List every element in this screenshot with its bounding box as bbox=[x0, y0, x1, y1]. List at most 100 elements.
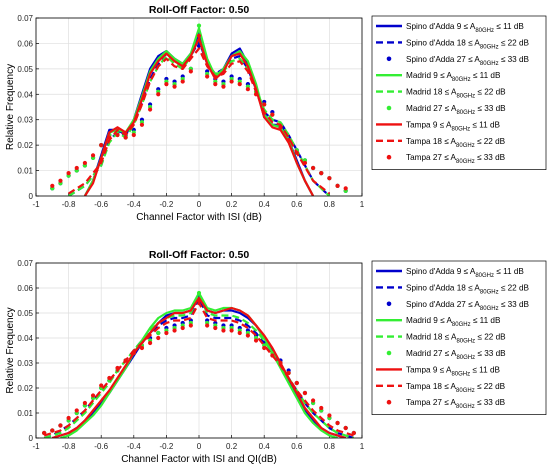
data-point bbox=[270, 353, 275, 358]
y-tick-label: 0.02 bbox=[17, 141, 33, 150]
legend-entry: Tampa 27 ≤ A80GHz ≤ 33 dB bbox=[386, 153, 506, 165]
chart-title: Roll-Off Factor: 0.50 bbox=[149, 4, 250, 16]
data-point bbox=[156, 92, 161, 97]
data-point bbox=[245, 87, 250, 92]
data-point bbox=[148, 107, 153, 112]
data-point bbox=[74, 408, 79, 413]
x-axis-label: Channel Factor with ISI (dB) bbox=[136, 212, 262, 223]
data-point bbox=[139, 122, 145, 127]
legend-entry: Spino d'Adda 27 ≤ A80GHz ≤ 33 dB bbox=[386, 55, 530, 67]
axes-box bbox=[35, 17, 363, 197]
x-tick-label: -0.4 bbox=[127, 200, 141, 209]
data-point bbox=[221, 84, 226, 89]
legend-marker bbox=[386, 154, 392, 160]
data-point bbox=[237, 330, 242, 336]
legend-entry: Madrid 27 ≤ A80GHz ≤ 33 dB bbox=[386, 104, 506, 116]
data-point bbox=[58, 178, 63, 183]
data-point bbox=[50, 183, 55, 188]
legend-entry: Tampa 9 ≤ A80GHz ≤ 11 dB bbox=[376, 120, 501, 132]
legend-entry: Madrid 27 ≤ A80GHz ≤ 33 dB bbox=[386, 349, 506, 361]
data-point bbox=[294, 150, 299, 155]
data-point bbox=[196, 290, 202, 296]
series-line bbox=[43, 301, 355, 437]
data-point bbox=[343, 186, 348, 191]
data-point bbox=[58, 423, 63, 428]
data-point bbox=[42, 430, 47, 436]
x-tick-label: 0 bbox=[197, 442, 202, 451]
legend-entry: Tampa 27 ≤ A80GHz ≤ 33 dB bbox=[386, 398, 506, 410]
x-tick-label: 0.8 bbox=[324, 442, 336, 451]
y-tick-label: 0.07 bbox=[17, 14, 33, 23]
data-point bbox=[82, 400, 87, 406]
data-point bbox=[302, 160, 308, 166]
series-line bbox=[83, 37, 315, 196]
x-tick-label: -0.8 bbox=[62, 442, 76, 451]
legend-label: Madrid 18 ≤ A80GHz ≤ 22 dB bbox=[406, 88, 506, 100]
data-point bbox=[237, 82, 242, 87]
legend-entry: Tampa 18 ≤ A80GHz ≤ 22 dB bbox=[376, 137, 506, 149]
legend-label: Spino d'Adda 9 ≤ A80GHz ≤ 11 dB bbox=[406, 22, 524, 34]
legend-entry: Tampa 9 ≤ A80GHz ≤ 11 dB bbox=[376, 365, 501, 377]
data-point bbox=[172, 84, 177, 89]
data-point bbox=[196, 33, 202, 38]
y-tick-label: 0 bbox=[29, 434, 34, 443]
data-point bbox=[213, 82, 218, 87]
x-tick-label: 0.2 bbox=[226, 200, 238, 209]
legend-label: Tampa 18 ≤ A80GHz ≤ 22 dB bbox=[406, 137, 506, 149]
y-tick-label: 0.01 bbox=[17, 409, 33, 418]
data-point bbox=[188, 69, 193, 74]
legend-marker bbox=[386, 350, 392, 356]
y-tick-label: 0.03 bbox=[17, 359, 33, 368]
x-tick-label: -1 bbox=[32, 442, 40, 451]
data-point bbox=[335, 420, 340, 426]
data-point bbox=[229, 328, 234, 333]
data-point bbox=[327, 176, 332, 181]
data-point bbox=[294, 380, 299, 386]
legend-entry: Spino d'Adda 9 ≤ A80GHz ≤ 11 dB bbox=[376, 22, 524, 34]
series-layer bbox=[42, 290, 356, 438]
legend-label: Madrid 9 ≤ A80GHz ≤ 11 dB bbox=[406, 316, 501, 328]
series-line bbox=[68, 37, 331, 196]
legend-label: Tampa 27 ≤ A80GHz ≤ 33 dB bbox=[406, 398, 506, 410]
data-point bbox=[327, 413, 332, 418]
data-point bbox=[205, 74, 210, 79]
data-point bbox=[351, 430, 356, 436]
data-point bbox=[221, 328, 226, 333]
legend-label: Tampa 18 ≤ A80GHz ≤ 22 dB bbox=[406, 382, 506, 394]
data-point bbox=[278, 125, 283, 130]
data-point bbox=[66, 171, 71, 176]
y-tick-label: 0.02 bbox=[17, 384, 33, 393]
legend-entry: Spino d'Adda 27 ≤ A80GHz ≤ 33 dB bbox=[386, 300, 530, 312]
data-point bbox=[148, 340, 153, 346]
data-point bbox=[262, 102, 267, 107]
legend-label: Madrid 27 ≤ A80GHz ≤ 33 dB bbox=[406, 104, 506, 116]
data-point bbox=[319, 405, 324, 411]
data-point bbox=[99, 383, 104, 388]
y-tick-label: 0 bbox=[29, 192, 34, 201]
data-point bbox=[335, 183, 340, 188]
data-point bbox=[139, 345, 145, 351]
y-tick-label: 0.01 bbox=[17, 167, 33, 176]
y-tick-label: 0.05 bbox=[17, 65, 33, 74]
data-point bbox=[319, 171, 324, 176]
data-point bbox=[131, 132, 136, 138]
series-line bbox=[43, 296, 355, 438]
series-line bbox=[68, 47, 331, 195]
legend-entry: Spino d'Adda 18 ≤ A80GHz ≤ 22 dB bbox=[376, 283, 530, 295]
x-tick-label: 0.8 bbox=[324, 200, 336, 209]
data-point bbox=[253, 92, 259, 97]
legend-marker bbox=[386, 399, 392, 405]
legend-entry: Madrid 9 ≤ A80GHz ≤ 11 dB bbox=[376, 71, 501, 83]
data-point bbox=[164, 82, 169, 87]
data-point bbox=[343, 425, 348, 431]
legend-label: Spino d'Adda 18 ≤ A80GHz ≤ 22 dB bbox=[406, 38, 530, 50]
y-tick-label: 0.04 bbox=[17, 90, 33, 99]
data-point bbox=[115, 132, 120, 138]
data-point bbox=[253, 338, 259, 343]
y-tick-label: 0.03 bbox=[17, 116, 33, 125]
legend-entry: Tampa 18 ≤ A80GHz ≤ 22 dB bbox=[376, 382, 506, 394]
data-point bbox=[180, 79, 185, 84]
y-tick-label: 0.07 bbox=[17, 259, 33, 268]
legend-label: Spino d'Adda 9 ≤ A80GHz ≤ 11 dB bbox=[406, 267, 524, 279]
data-point bbox=[107, 375, 112, 381]
